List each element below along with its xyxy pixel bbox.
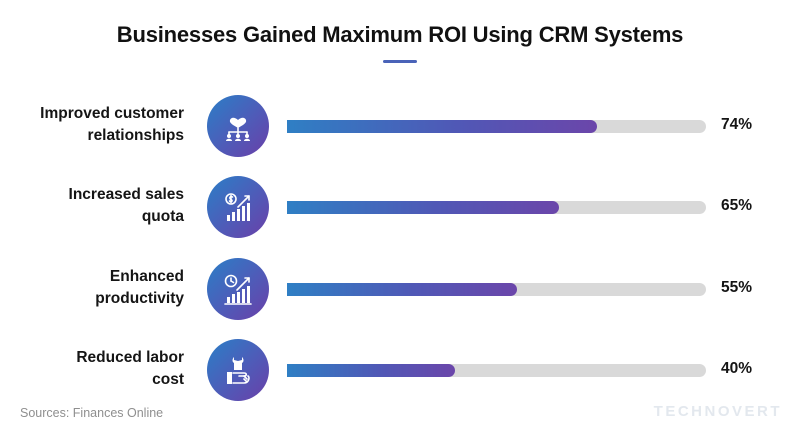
source-note: Sources: Finances Online: [20, 406, 164, 420]
clock-growth-chart-icon: [207, 258, 269, 320]
bar-value-label: 40%: [721, 360, 753, 377]
hand-wrench-icon: [207, 339, 269, 401]
bar-track: [287, 364, 706, 377]
dollar-growth-chart-icon: [207, 176, 269, 238]
brand-watermark: TECHNOVERT: [653, 403, 782, 420]
bar-track: [287, 201, 706, 214]
bar-value-label: 74%: [721, 116, 753, 133]
bar-row: Enhanced productivity 55%: [0, 256, 800, 320]
bar-label: Increased sales quota: [4, 184, 184, 228]
bar-label-line: Reduced labor: [76, 349, 184, 366]
bar: [287, 120, 598, 133]
bar-label: Enhanced productivity: [4, 266, 184, 310]
bar-label-line: Improved customer: [40, 105, 184, 122]
bar: [287, 201, 560, 214]
handshake-network-icon: [207, 95, 269, 157]
bar-label-line: Increased sales: [68, 186, 184, 203]
bar-label-line: productivity: [95, 290, 184, 307]
bar: [287, 283, 518, 296]
bar-label-line: Enhanced: [109, 268, 184, 285]
bar-row: Reduced labor cost 40%: [0, 337, 800, 401]
bar-value-label: 65%: [721, 197, 753, 214]
bar-value-label: 55%: [721, 279, 753, 296]
bar-label-line: relationships: [87, 127, 184, 144]
title-underline: [383, 60, 417, 63]
bar-track: [287, 120, 706, 133]
bar-track: [287, 283, 706, 296]
bar-label: Reduced labor cost: [4, 347, 184, 391]
bar-label-line: quota: [141, 208, 184, 225]
bar-label: Improved customer relationships: [4, 103, 184, 147]
bar-label-line: cost: [152, 371, 184, 388]
bar-row: Improved customer relationships 74%: [0, 93, 800, 157]
bar-row: Increased sales quota 65%: [0, 174, 800, 238]
bar: [287, 364, 455, 377]
chart-title: Businesses Gained Maximum ROI Using CRM …: [116, 22, 684, 47]
